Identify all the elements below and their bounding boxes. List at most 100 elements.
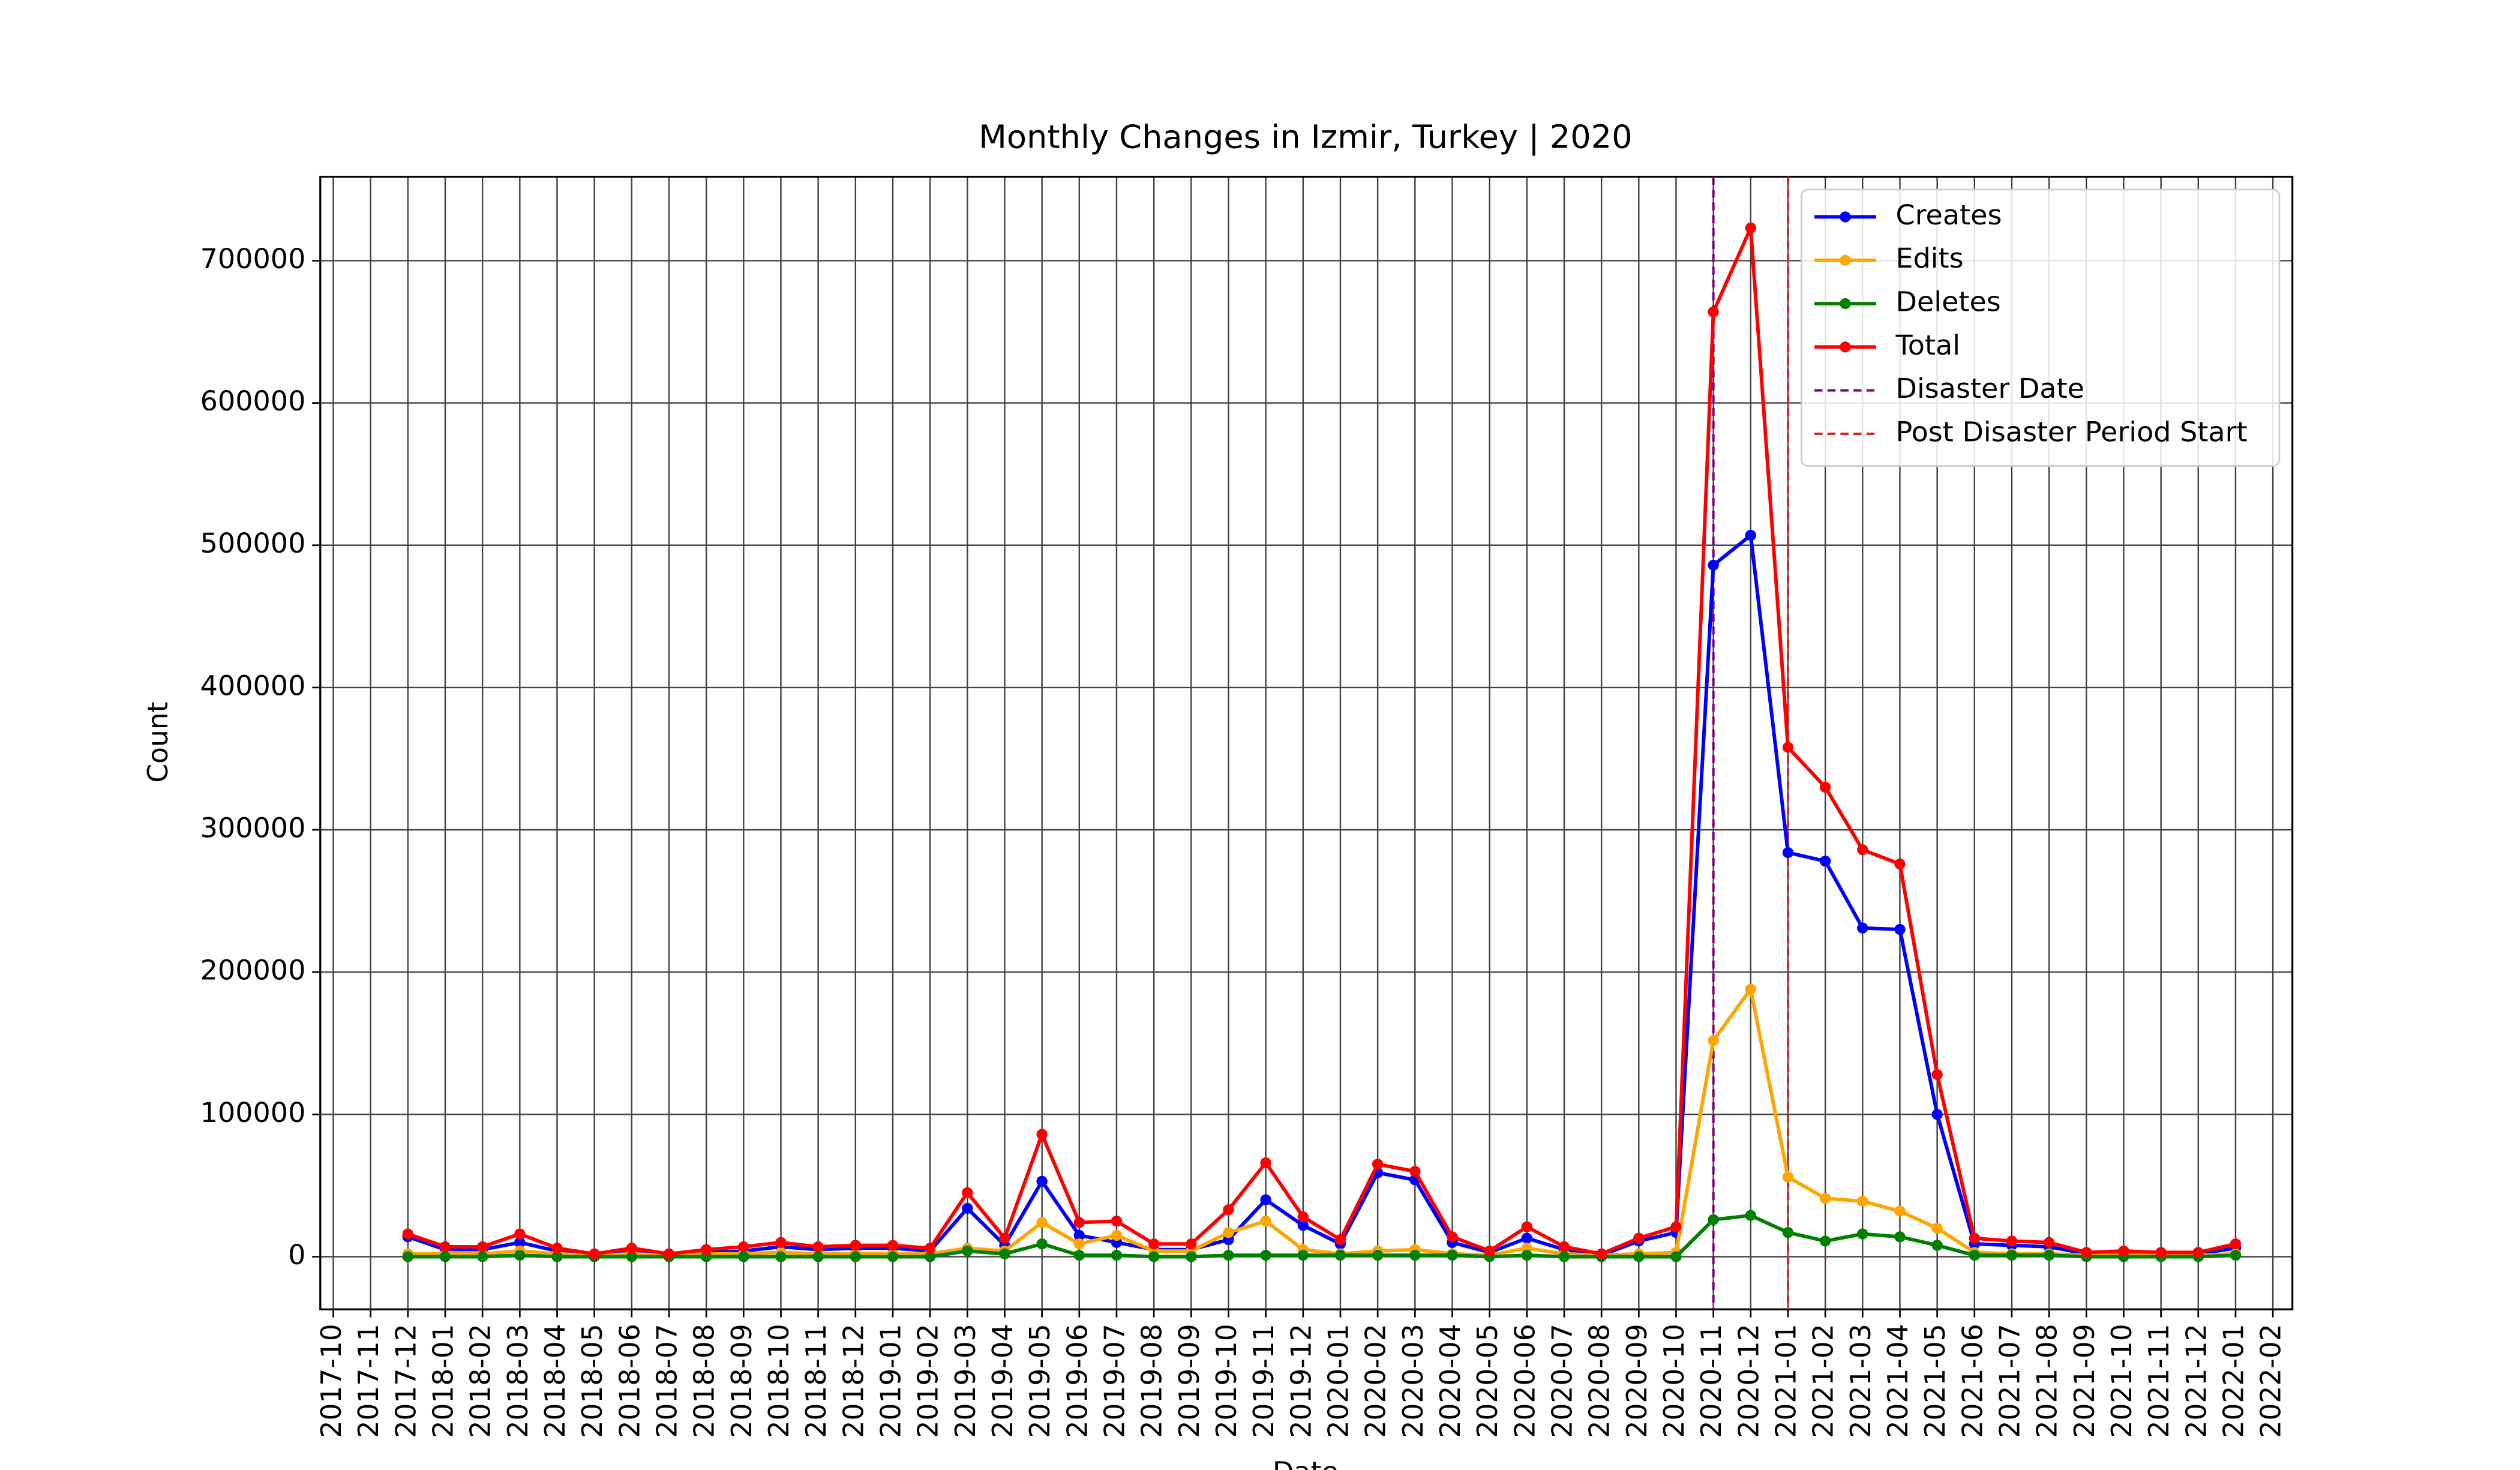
marker	[1782, 1227, 1794, 1238]
legend-marker	[1840, 211, 1851, 223]
marker	[1745, 983, 1757, 995]
x-tick-label: 2018-07	[650, 1324, 683, 1438]
marker	[514, 1237, 526, 1248]
x-tick-label: 2019-10	[1210, 1324, 1243, 1438]
marker	[1297, 1220, 1309, 1231]
marker	[1857, 922, 1868, 934]
x-tick-label: 2019-08	[1135, 1324, 1168, 1438]
marker	[1447, 1231, 1458, 1243]
marker	[1894, 858, 1906, 870]
legend-label: Creates	[1895, 199, 2002, 231]
x-tick-label: 2021-06	[1956, 1324, 1988, 1438]
marker	[887, 1251, 899, 1262]
marker	[439, 1241, 451, 1252]
marker	[1782, 847, 1794, 859]
marker	[663, 1248, 675, 1259]
marker	[850, 1240, 862, 1251]
marker	[1819, 1235, 1831, 1247]
marker	[2118, 1245, 2129, 1257]
marker	[1186, 1251, 1197, 1262]
legend-label: Disaster Date	[1895, 372, 2084, 404]
legend-marker	[1840, 298, 1851, 310]
marker	[2081, 1247, 2092, 1258]
marker	[924, 1243, 936, 1254]
x-tick-label: 2017-10	[315, 1324, 347, 1438]
marker	[1931, 1109, 1943, 1120]
marker	[402, 1228, 414, 1240]
marker	[2155, 1247, 2167, 1258]
marker	[551, 1243, 563, 1254]
marker	[738, 1241, 749, 1252]
legend-label: Post Disaster Period Start	[1895, 416, 2247, 448]
x-tick-label: 2020-06	[1508, 1324, 1541, 1438]
marker	[775, 1237, 787, 1248]
line	[407, 227, 2236, 1256]
x-tick-label: 2021-12	[2180, 1324, 2212, 1438]
marker	[1409, 1166, 1421, 1177]
x-tick-label: 2018-01	[427, 1324, 459, 1438]
legend-box	[1800, 188, 2281, 467]
y-tick-label: 200000	[200, 954, 306, 986]
x-tick-label: 2018-09	[725, 1324, 758, 1438]
x-tick-label: 2019-07	[1098, 1324, 1130, 1438]
marker	[1857, 1195, 1868, 1207]
marker	[1558, 1251, 1570, 1262]
marker	[1894, 923, 1906, 935]
x-tick-label: 2018-05	[576, 1324, 608, 1438]
x-tick-label: 2018-04	[539, 1324, 571, 1438]
marker	[700, 1244, 712, 1255]
marker	[1297, 1250, 1309, 1261]
marker	[1484, 1245, 1495, 1257]
x-tick-label: 2019-03	[949, 1324, 982, 1438]
marker	[962, 1187, 973, 1198]
x-tick-label: 2020-01	[1322, 1324, 1354, 1438]
line	[407, 1213, 2236, 1259]
marker	[2006, 1235, 2018, 1247]
x-tick-label: 2021-01	[1769, 1324, 1802, 1438]
marker	[962, 1245, 973, 1257]
x-tick-label: 2020-09	[1621, 1324, 1653, 1438]
marker	[1073, 1238, 1085, 1250]
marker	[1260, 1216, 1271, 1227]
marker	[589, 1248, 600, 1259]
marker	[1782, 1171, 1794, 1183]
marker	[2043, 1237, 2055, 1248]
marker	[1148, 1238, 1160, 1250]
marker	[1223, 1250, 1234, 1261]
marker	[1931, 1240, 1943, 1251]
x-tick-label: 2020-10	[1658, 1324, 1690, 1438]
marker	[1782, 742, 1794, 753]
marker	[514, 1250, 526, 1261]
marker	[1819, 781, 1831, 793]
marker	[1708, 1214, 1719, 1225]
marker	[1670, 1221, 1682, 1232]
marker	[999, 1232, 1010, 1244]
x-tick-label: 2018-12	[837, 1324, 869, 1438]
marker	[402, 1251, 414, 1262]
marker	[1708, 1034, 1719, 1046]
x-tick-label: 2021-10	[2105, 1324, 2138, 1438]
legend-marker	[1840, 254, 1851, 266]
x-tick-label: 2018-06	[613, 1324, 646, 1438]
marker	[551, 1251, 563, 1262]
marker	[1969, 1250, 1981, 1261]
marker	[476, 1241, 488, 1252]
x-tick-label: 2017-11	[352, 1324, 385, 1438]
marker	[1969, 1232, 1981, 1244]
x-tick-label: 2019-04	[986, 1324, 1019, 1438]
marker	[1036, 1238, 1048, 1250]
x-tick-label: 2018-03	[502, 1324, 534, 1438]
marker	[1260, 1194, 1271, 1205]
marker	[1708, 306, 1719, 317]
marker	[1409, 1250, 1421, 1261]
line	[407, 985, 2236, 1258]
y-tick-label: 500000	[200, 527, 306, 559]
x-tick-label: 2020-03	[1397, 1324, 1429, 1438]
marker	[1223, 1227, 1234, 1238]
legend-label: Total	[1895, 329, 1960, 361]
marker	[1073, 1229, 1085, 1241]
marker	[2192, 1247, 2204, 1258]
marker	[775, 1251, 787, 1262]
marker	[1334, 1234, 1346, 1246]
